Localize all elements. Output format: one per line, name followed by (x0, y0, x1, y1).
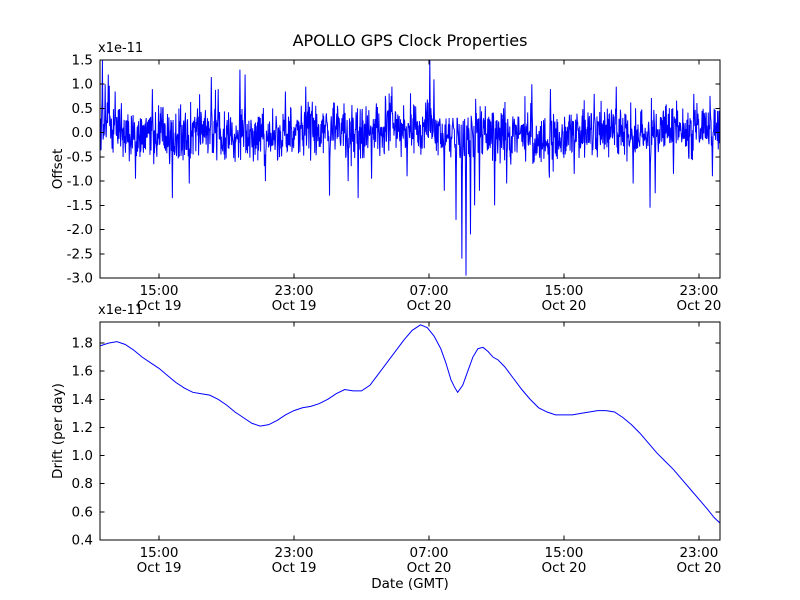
ytick-label: 1.0 (72, 448, 93, 464)
ytick-label: 1.5 (72, 53, 93, 69)
bottom-y-scale-label: x1e-11 (98, 303, 144, 318)
xtick-date-label: Oct 20 (542, 298, 587, 314)
xtick-time-label: 15:00 (544, 283, 583, 299)
offset-axes: 1.5 1.0 0.5 0.0 -0.5 -1.0 -1.5 -2.0 -2.5 -3.0 15:0… (67, 53, 722, 315)
xtick-date-label: Oct 19 (137, 560, 182, 576)
ytick-label: 0.0 (72, 125, 93, 141)
ytick-label: 0.4 (72, 533, 93, 549)
ytick-label: 1.2 (72, 420, 93, 436)
xtick-date-label: Oct 20 (407, 298, 452, 314)
xtick-time-label: 15:00 (544, 545, 583, 561)
xtick-time-label: 07:00 (410, 283, 449, 299)
offset-axes-frame (99, 59, 721, 279)
ytick-label: 0.8 (72, 476, 93, 492)
ytick-label: 1.0 (72, 77, 93, 93)
drift-axes-frame (99, 321, 721, 541)
ytick-label: 1.6 (72, 364, 93, 380)
xtick-date-label: Oct 19 (137, 298, 182, 314)
ytick-label: -1.0 (67, 174, 93, 190)
xtick-date-label: Oct 20 (677, 298, 722, 314)
ytick-label: -2.5 (67, 246, 93, 262)
ytick-label: -0.5 (67, 149, 93, 165)
ytick-label: 0.6 (72, 504, 93, 520)
top-y-scale-label: x1e-11 (98, 41, 144, 56)
xtick-date-label: Oct 19 (272, 560, 317, 576)
xtick-date-label: Oct 19 (272, 298, 317, 314)
xtick-time-label: 07:00 (410, 545, 449, 561)
xtick-date-label: Oct 20 (407, 560, 452, 576)
xtick-date-label: Oct 20 (542, 560, 587, 576)
ytick-label: 1.8 (72, 336, 93, 352)
ytick-label: -3.0 (67, 271, 93, 287)
ytick-label: -2.0 (67, 222, 93, 238)
xtick-time-label: 23:00 (679, 545, 718, 561)
ytick-label: 0.5 (72, 101, 93, 117)
offset-series-line (100, 60, 720, 276)
xlabel: Date (GMT) (371, 576, 449, 592)
ytick-label: -1.5 (67, 198, 93, 214)
xtick-time-label: 15:00 (140, 283, 179, 299)
chart-title: APOLLO GPS Clock Properties (292, 31, 528, 50)
xtick-time-label: 23:00 (275, 283, 314, 299)
xtick-date-label: Oct 20 (677, 560, 722, 576)
ytick-label: 1.4 (72, 392, 93, 408)
xtick-time-label: 15:00 (140, 545, 179, 561)
xtick-time-label: 23:00 (679, 283, 718, 299)
drift-series-line (100, 324, 720, 524)
xtick-time-label: 23:00 (275, 545, 314, 561)
